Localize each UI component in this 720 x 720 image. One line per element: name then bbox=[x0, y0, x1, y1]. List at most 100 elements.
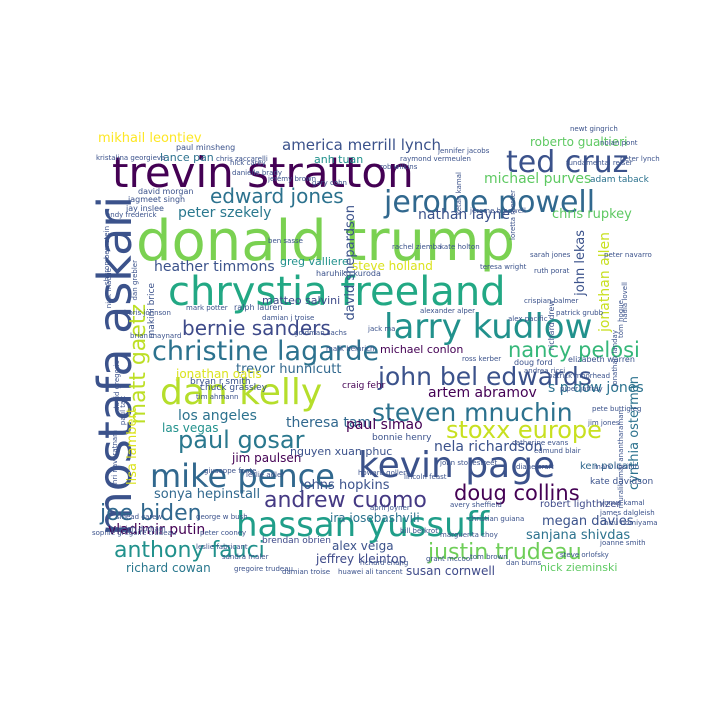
word-nolan-pont: nolan pont bbox=[600, 139, 638, 147]
word-pete-buttigieg: pete buttigieg bbox=[592, 405, 642, 413]
word-jonathan-oatis: jonathan oatis bbox=[176, 367, 262, 381]
word-john-lekas: john lekas bbox=[573, 230, 588, 296]
word-david-morgan: david morgan bbox=[138, 187, 194, 196]
word-edmund-blair: edmund blair bbox=[534, 447, 581, 455]
word-steven-mnuchin: steven mnuchin bbox=[372, 398, 573, 427]
word-kristalina-georgieva: kristalina georgieva bbox=[96, 154, 166, 162]
word-kate-holton: kate holton bbox=[440, 243, 480, 251]
word-dan-kelly: dan kelly bbox=[160, 372, 323, 413]
word-leslie-adler: leslie adler bbox=[246, 471, 285, 479]
word-ralph-lauren: ralph lauren bbox=[234, 303, 283, 312]
word-tom-hogue: tom hogue bbox=[617, 300, 625, 338]
word-joanne-smith: joanne smith bbox=[600, 539, 646, 547]
word-mark-lipsitch: mark lipsitch bbox=[594, 463, 640, 471]
word-andrew-cuomo: andrew cuomo bbox=[264, 488, 427, 513]
word-steve-holland: steve holland bbox=[352, 259, 433, 273]
word-nathan-layne: nathan layne bbox=[418, 207, 510, 223]
word-ketan-kamal: ketan kamal bbox=[455, 172, 463, 216]
word-alex-pacific: alex pacific bbox=[508, 315, 548, 323]
word-sp-dow-jones: s p dow jones bbox=[548, 380, 644, 396]
word-nancy-pelosi: nancy pelosi bbox=[508, 338, 640, 362]
word-christian-guiana: christian guiana bbox=[468, 515, 525, 523]
word-nguyen-xuan-phuc: nguyen xuan phuc bbox=[290, 445, 393, 458]
word-jennifer-jacobs: jennifer jacobs bbox=[438, 147, 490, 155]
word-howard-goller: howard goller bbox=[358, 469, 406, 477]
word-paul-minsheng: paul minsheng bbox=[176, 143, 236, 152]
word-vladimir-putin: vladimir putin bbox=[108, 522, 206, 538]
word-paul-gosar: paul gosar bbox=[178, 426, 305, 454]
word-larry-kudlow: larry kudlow bbox=[384, 307, 593, 347]
word-ted-cruz: ted cruz bbox=[506, 145, 629, 180]
word-sandra-maler: sandra maler bbox=[222, 553, 269, 561]
word-jack-ma: jack ma bbox=[368, 325, 396, 333]
word-damian-j-troise: damian j troise bbox=[262, 314, 315, 322]
word-heather-timmons: heather timmons bbox=[154, 259, 275, 275]
word-brendan-obrien: brendan obrien bbox=[262, 536, 331, 546]
word-teresa-wright: teresa wright bbox=[480, 263, 527, 271]
word-christine-lagarde: christine lagarde bbox=[152, 336, 380, 367]
word-john-bel-edwards: john bel edwards bbox=[378, 362, 592, 391]
word-patrick-grubb: patrick grubb bbox=[556, 309, 604, 317]
word-steve-orlofsky: steve orlofsky bbox=[560, 551, 609, 559]
word-patrick-moorhead: patrick moorhead bbox=[548, 372, 611, 380]
word-rob-wilkins: rob wilkins bbox=[380, 163, 418, 171]
word-nick-carey: nick carey bbox=[230, 159, 266, 167]
word-newt-gingrich: newt gingrich bbox=[570, 125, 618, 133]
word-matteo-salvini: matteo salvini bbox=[262, 294, 341, 307]
word-mark-potter: mark potter bbox=[186, 304, 228, 312]
word-doug-ford: doug ford bbox=[514, 358, 553, 367]
word-sanjana-shivdas: sanjana shivdas bbox=[526, 528, 631, 543]
word-goldman-sachs: goldman sachs bbox=[294, 329, 347, 337]
word-giuseppe-fonte: giuseppe fonte bbox=[204, 467, 257, 475]
word-lance-pan: lance pan bbox=[160, 151, 214, 164]
word-paul-tait: paul tait bbox=[119, 396, 127, 426]
word-america-merrill-lynch: america merrill lynch bbox=[282, 136, 442, 154]
word-alex-veiga: alex veiga bbox=[332, 539, 394, 553]
word-ruth-porat: ruth porat bbox=[534, 267, 570, 275]
word-sinead-carew: sinead carew bbox=[116, 513, 163, 521]
word-johns-hopkins: johns hopkins bbox=[300, 478, 390, 493]
word-elizabeth-warren: elizabeth warren bbox=[568, 355, 635, 364]
word-jerome-powell: jerome powell bbox=[384, 185, 596, 220]
word-james-dalgleish: james dalgleish bbox=[600, 509, 655, 517]
word-diane-craft: diane craft bbox=[516, 463, 554, 471]
word-ben-sasse: ben sasse bbox=[268, 237, 303, 245]
word-chris-zaccarelli: chris zaccarelli bbox=[216, 155, 268, 163]
word-anh-tuan: anh tuan bbox=[314, 153, 364, 166]
word-joe-biden: joe biden bbox=[100, 501, 202, 526]
word-catherine-evans: catherine evans bbox=[512, 439, 569, 447]
word-edward-jones: edward jones bbox=[210, 184, 344, 208]
word-piper-jaffray: piper jaffray bbox=[560, 385, 603, 393]
word-robert-lighthizer: robert lighthizer bbox=[540, 499, 621, 510]
word-megan-davies: megan davies bbox=[542, 514, 634, 529]
word-david-shepardson: david shepardson bbox=[343, 205, 358, 321]
word-raymond-vermeulen: raymond vermeulen bbox=[400, 155, 471, 163]
word-john-stonestreet: john stonestreet bbox=[440, 459, 498, 467]
word-alexander-alper: alexander alper bbox=[420, 307, 476, 315]
word-nick-zieminski: nick zieminski bbox=[540, 561, 618, 574]
word-grant-mccool: grant mccool bbox=[426, 555, 473, 563]
word-jonathan-landay: jonathan landay bbox=[611, 330, 619, 387]
word-kevin-page: kevin page bbox=[358, 445, 556, 486]
word-hassan-yussuff: hassan yussuff bbox=[236, 505, 490, 545]
word-craig-fehr: craig fehr bbox=[342, 381, 386, 391]
word-nick-macfie: nick macfie bbox=[105, 268, 113, 309]
word-tim-ahmann: tim ahmann bbox=[196, 393, 239, 401]
word-trevor-hunnicutt: trevor hunnicutt bbox=[236, 362, 342, 377]
word-peter-navarro: peter navarro bbox=[604, 251, 652, 259]
word-chrystia-freeland: chrystia freeland bbox=[168, 269, 506, 315]
word-damian-troise: damian troise bbox=[282, 568, 331, 576]
word-ross-kerber: ross kerber bbox=[462, 355, 502, 363]
word-stoxx-europe: stoxx europe bbox=[446, 416, 602, 444]
word-huawei-ali-tancent: huawei ali tancent bbox=[338, 568, 403, 576]
word-lisa-lambert: lisa lambert bbox=[125, 408, 140, 486]
word-doug-collins: doug collins bbox=[454, 481, 580, 505]
word-lincoln-feast: lincoln feast bbox=[404, 473, 447, 481]
word-shri-navaratnam: shri navaratnam bbox=[111, 430, 119, 488]
word-dan-grebler: dan grebler bbox=[131, 260, 139, 301]
word-las-vegas: las vegas bbox=[162, 421, 219, 435]
word-gregoire-trudeau: gregoire trudeau bbox=[234, 565, 293, 573]
word-kate-davidson: kate davidson bbox=[590, 477, 654, 487]
word-danielle-brady: danielle brady bbox=[232, 169, 283, 177]
